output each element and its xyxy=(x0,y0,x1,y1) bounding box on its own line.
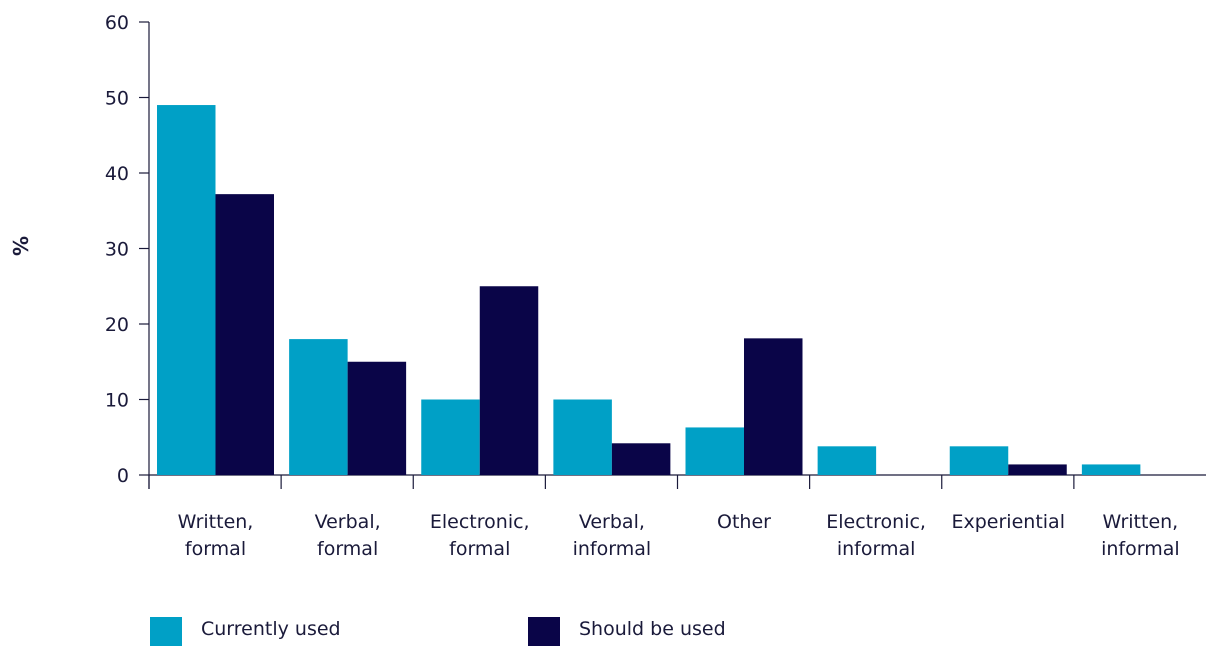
x-tick-label: Verbal, informal xyxy=(573,511,652,560)
bar-currently-used xyxy=(421,399,480,475)
legend-swatch xyxy=(528,617,560,646)
x-tick-label: Experiential xyxy=(952,511,1065,533)
y-tick-label: 60 xyxy=(105,12,129,34)
legend-label: Should be used xyxy=(579,618,726,640)
bar-should-be-used xyxy=(1008,464,1067,475)
y-tick-label: 20 xyxy=(105,314,129,336)
bar-should-be-used xyxy=(611,443,671,475)
bar-should-be-used xyxy=(347,361,407,475)
bar-currently-used xyxy=(817,446,877,475)
bars xyxy=(157,105,1141,476)
y-tick-label: 50 xyxy=(105,88,129,110)
bar-currently-used xyxy=(289,339,348,475)
x-tick-label: Verbal, formal xyxy=(315,511,381,560)
y-tick-label: 30 xyxy=(105,239,129,261)
x-tick-label: Written, informal xyxy=(1101,511,1180,560)
bar-currently-used xyxy=(553,399,612,475)
legend: Currently used Should be used xyxy=(150,617,726,646)
bar-currently-used xyxy=(949,446,1009,475)
bar-should-be-used xyxy=(479,286,539,475)
x-tick-label: Written, formal xyxy=(178,511,254,560)
x-axis: Written, formal Verbal, formal Electronic, fo… xyxy=(148,474,1206,560)
y-tick-label: 40 xyxy=(105,163,129,185)
bar-currently-used xyxy=(685,427,744,475)
legend-swatch xyxy=(150,617,182,646)
bar-currently-used xyxy=(157,105,216,476)
bar-should-be-used xyxy=(744,338,803,475)
x-tick-label: Electronic, formal xyxy=(430,511,530,560)
bar-currently-used xyxy=(1081,464,1141,475)
legend-label: Currently used xyxy=(201,618,341,640)
x-tick-label: Electronic, informal xyxy=(826,511,926,560)
y-tick-label: 10 xyxy=(105,390,129,412)
x-tick-label: Other xyxy=(717,511,771,533)
y-tick-label: 0 xyxy=(117,465,129,487)
bar-should-be-used xyxy=(215,194,274,475)
y-axis: 0 10 20 30 40 50 60 xyxy=(105,12,150,489)
y-axis-label: % xyxy=(9,236,33,256)
